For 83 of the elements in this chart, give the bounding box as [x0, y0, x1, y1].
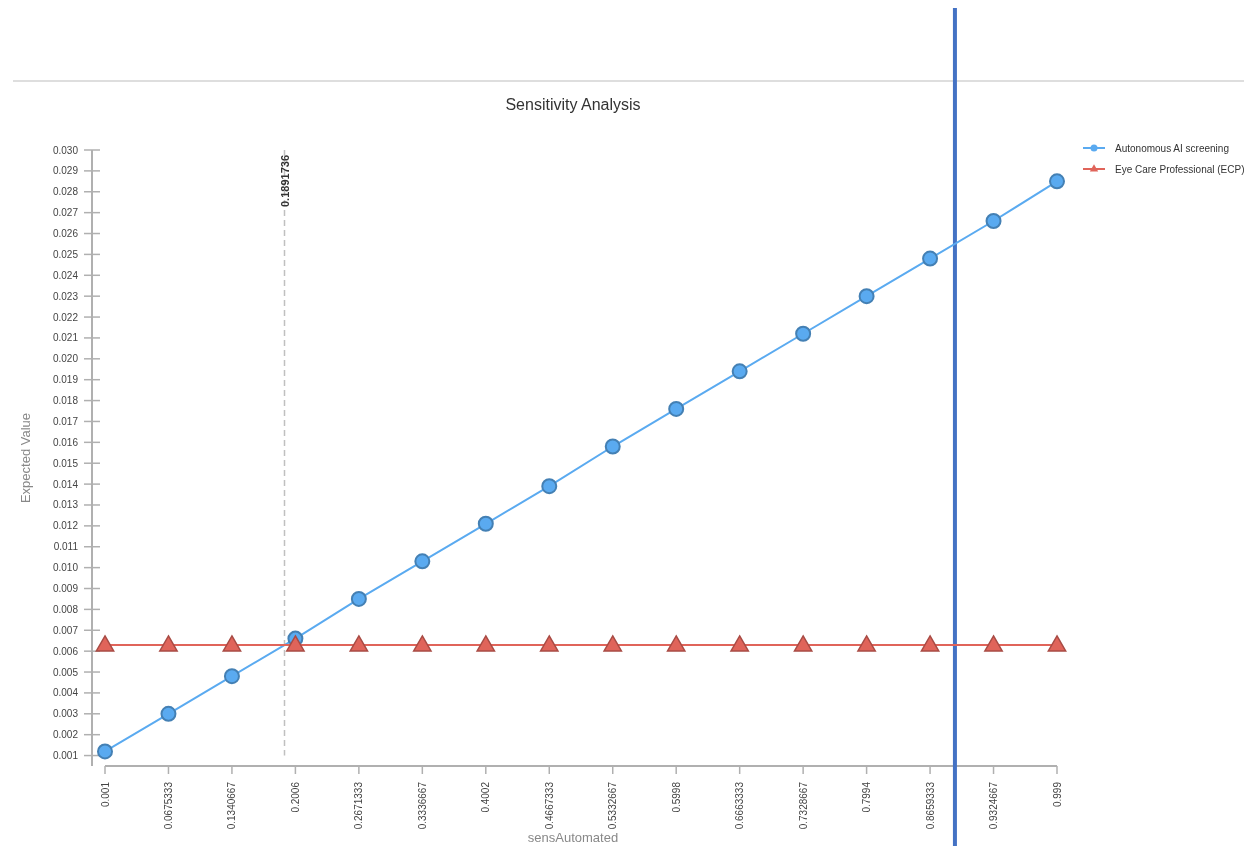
y-tick-label: 0.011 — [53, 541, 79, 553]
x-tick-label: 0.2671333 — [353, 781, 365, 830]
x-tick-label: 0.999 — [1051, 781, 1063, 808]
point — [97, 743, 113, 760]
ref-line-label: 0.1891736 — [278, 155, 291, 207]
point — [730, 635, 750, 652]
point — [160, 705, 177, 722]
point — [795, 325, 812, 342]
y-tick-label: 0.028 — [52, 186, 79, 198]
point — [222, 635, 242, 652]
y-tick-label: 0.020 — [52, 353, 79, 365]
point — [922, 250, 939, 267]
legend-label: Autonomous AI screening — [1115, 142, 1229, 154]
y-tick-label: 0.002 — [52, 729, 79, 741]
x-tick-label: 0.7994 — [861, 781, 873, 813]
x-tick-label: 0.7328667 — [797, 781, 809, 830]
point — [793, 635, 813, 652]
y-tick-label: 0.010 — [52, 562, 79, 574]
x-tick-label: 0.3336667 — [416, 781, 428, 830]
y-tick-label: 0.013 — [52, 499, 79, 511]
y-tick-label: 0.006 — [52, 645, 79, 657]
point — [414, 553, 431, 570]
y-tick-label: 0.017 — [52, 415, 79, 427]
point — [858, 288, 875, 305]
y-tick-label: 0.015 — [52, 457, 79, 469]
point — [223, 668, 240, 685]
y-tick-label: 0.021 — [52, 332, 79, 344]
y-tick-label: 0.014 — [52, 478, 79, 490]
x-tick-label: 0.0675333 — [162, 781, 174, 830]
point — [412, 635, 432, 652]
x-tick-label: 0.9324667 — [988, 781, 1000, 830]
y-tick-label: 0.003 — [52, 708, 79, 720]
point — [539, 635, 559, 652]
x-tick-label: 0.6663333 — [734, 781, 746, 830]
x-tick-label: 0.4002 — [480, 781, 492, 813]
point — [604, 438, 621, 455]
x-tick-label: 0.5998 — [670, 781, 682, 813]
point — [159, 635, 178, 652]
y-tick-label: 0.004 — [52, 687, 79, 699]
y-tick-label: 0.024 — [52, 269, 79, 281]
y-tick-label: 0.001 — [52, 750, 79, 762]
point — [541, 478, 558, 495]
y-tick-label: 0.005 — [52, 666, 79, 678]
x-tick-label: 0.5332667 — [607, 781, 619, 830]
point — [985, 213, 1002, 229]
y-tick-label: 0.023 — [52, 290, 79, 302]
y-tick-label: 0.016 — [52, 436, 79, 448]
y-tick-label: 0.027 — [52, 207, 79, 219]
point — [603, 635, 623, 652]
point — [1047, 635, 1067, 652]
x-tick-label: 0.001 — [99, 781, 111, 808]
point — [920, 635, 940, 652]
point — [477, 515, 494, 532]
point — [731, 363, 748, 380]
y-tick-label: 0.007 — [52, 624, 79, 636]
x-tick-label: 0.1340667 — [226, 781, 238, 830]
point — [350, 590, 367, 607]
y-tick-label: 0.012 — [52, 520, 79, 532]
y-tick-label: 0.025 — [52, 248, 79, 260]
chart-title: Sensitivity Analysis — [505, 96, 641, 113]
x-axis-title: sensAutomated — [527, 830, 619, 845]
y-tick-label: 0.019 — [52, 374, 79, 386]
point — [285, 635, 305, 652]
y-tick-label: 0.022 — [52, 311, 79, 323]
point — [349, 635, 369, 652]
x-tick-label: 0.2006 — [289, 781, 301, 813]
point — [857, 635, 877, 652]
y-tick-label: 0.029 — [52, 165, 79, 177]
point — [476, 635, 496, 652]
y-tick-label: 0.008 — [52, 603, 79, 615]
y-axis-title: Expected Value — [18, 412, 33, 504]
point — [95, 635, 115, 652]
y-tick-label: 0.009 — [52, 583, 79, 595]
y-tick-label: 0.030 — [52, 144, 79, 156]
x-tick-label: 0.4667333 — [543, 781, 555, 830]
legend-label: Eye Care Professional (ECP) — [1115, 163, 1245, 175]
x-tick-label: 0.8659333 — [924, 781, 936, 830]
point — [668, 400, 685, 417]
y-tick-label: 0.018 — [52, 395, 79, 407]
point — [984, 635, 1003, 652]
point — [1049, 173, 1065, 190]
y-tick-label: 0.026 — [52, 228, 79, 240]
point — [666, 635, 686, 652]
